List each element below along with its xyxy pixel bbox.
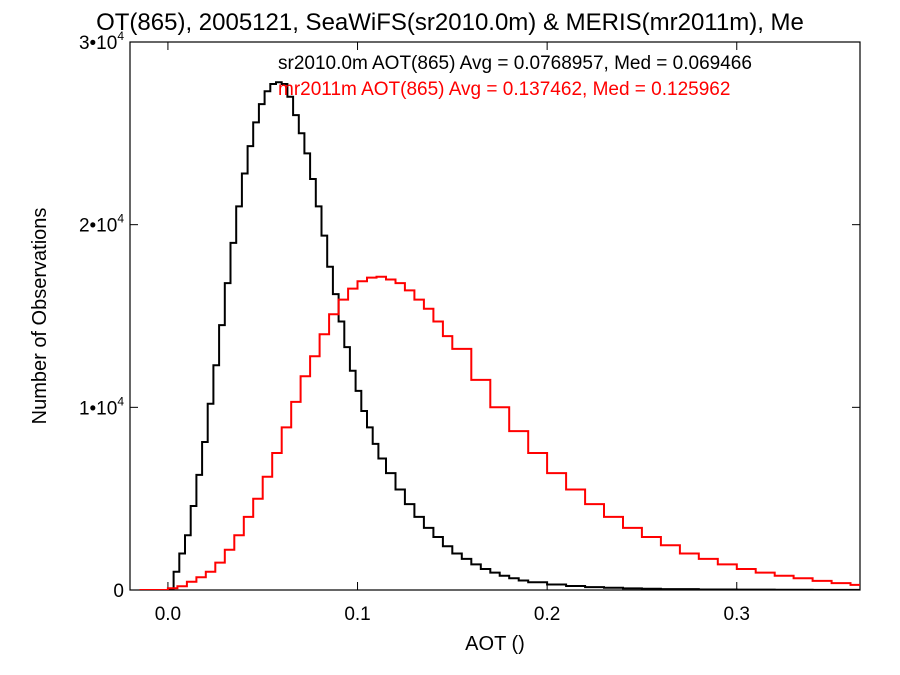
x-tick-label: 0.0 (155, 604, 181, 625)
y-axis-ticks: 0 1•104 2•104 3•104 (79, 29, 860, 602)
series-line-sr2010.0m (139, 81, 860, 590)
x-axis-label: AOT () (465, 633, 525, 655)
legend-entry-sr2010: sr2010.0m AOT(865) Avg = 0.0768957, Med … (278, 53, 752, 74)
series-layer (139, 81, 860, 590)
plot-frame (129, 41, 861, 591)
y-tick-label: 3•104 (79, 29, 124, 54)
x-tick-label: 0.3 (724, 604, 750, 625)
chart-title: OT(865), 2005121, SeaWiFS(sr2010.0m) & M… (96, 9, 804, 36)
y-tick-label: 2•104 (79, 212, 124, 237)
y-tick-label: 1•104 (79, 394, 124, 419)
x-axis-ticks: 0.0 0.1 0.2 0.3 (155, 42, 750, 625)
x-tick-label: 0.2 (534, 604, 560, 625)
series-line-mr2011m (139, 275, 860, 590)
y-axis-label: Number of Observations (29, 208, 51, 425)
x-tick-label: 0.1 (344, 604, 370, 625)
legend-entry-mr2011: mr2011m AOT(865) Avg = 0.137462, Med = 0… (278, 79, 730, 100)
y-tick-label: 0 (113, 581, 124, 602)
